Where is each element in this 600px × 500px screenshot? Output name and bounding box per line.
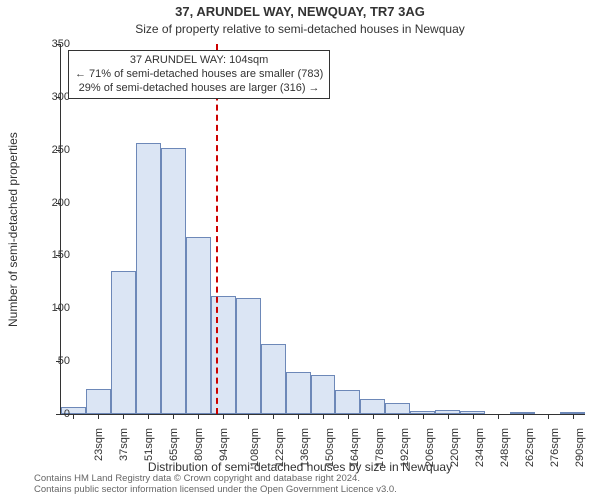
histogram-bar [286,372,311,414]
x-tick-label: 192sqm [399,428,411,467]
y-tick-label: 100 [52,302,70,314]
histogram-bar [211,296,236,414]
x-tick-label: 276sqm [549,428,561,467]
x-tick-label: 290sqm [574,428,586,467]
x-tick-label: 51sqm [143,428,155,461]
attribution-line2: Contains public sector information licen… [34,484,397,495]
x-tick-mark [123,414,124,419]
x-tick-mark [223,414,224,419]
histogram-bar [236,298,261,414]
x-tick-label: 136sqm [299,428,311,467]
x-tick-mark [248,414,249,419]
histogram-bar [360,399,385,414]
x-tick-mark [198,414,199,419]
x-tick-mark [173,414,174,419]
histogram-bar [385,403,410,414]
x-tick-mark [273,414,274,419]
histogram-bar [111,271,136,414]
annotation-line: 29% of semi-detached houses are larger (… [75,82,323,96]
x-tick-mark [498,414,499,419]
attribution-text: Contains HM Land Registry data © Crown c… [34,474,594,496]
x-tick-mark [98,414,99,419]
histogram-bar [136,143,161,414]
attribution-line1: Contains HM Land Registry data © Crown c… [34,473,360,484]
annotation-line: ← 71% of semi-detached houses are smalle… [75,68,323,82]
x-tick-label: 122sqm [274,428,286,467]
histogram-bar [186,237,211,414]
y-tick-label: 250 [52,144,70,156]
y-tick-label: 0 [64,408,70,420]
annotation-line: 37 ARUNDEL WAY: 104sqm [75,54,323,68]
x-tick-label: 150sqm [324,428,336,467]
x-tick-mark [73,414,74,419]
histogram-bar [261,344,286,414]
x-tick-label: 164sqm [349,428,361,467]
annotation-box: 37 ARUNDEL WAY: 104sqm← 71% of semi-deta… [68,50,330,99]
x-tick-mark [448,414,449,419]
x-tick-mark [323,414,324,419]
y-tick-label: 50 [58,355,70,367]
histogram-bar [311,375,336,414]
x-tick-mark [548,414,549,419]
x-tick-mark [398,414,399,419]
plot-area [60,44,585,415]
x-tick-label: 220sqm [449,428,461,467]
y-axis-label: Number of semi-detached properties [6,132,20,327]
chart-title: 37, ARUNDEL WAY, NEWQUAY, TR7 3AG [0,4,600,19]
chart-container: 37, ARUNDEL WAY, NEWQUAY, TR7 3AG Size o… [0,0,600,500]
x-tick-label: 206sqm [424,428,436,467]
histogram-bar [161,148,186,414]
x-tick-mark [298,414,299,419]
x-tick-label: 248sqm [499,428,511,467]
histogram-bar [86,389,111,414]
chart-subtitle: Size of property relative to semi-detach… [0,22,600,36]
reference-line [216,44,218,414]
x-tick-label: 108sqm [249,428,261,467]
y-tick-label: 350 [52,38,70,50]
x-tick-mark [473,414,474,419]
y-tick-mark [56,414,61,415]
x-tick-mark [348,414,349,419]
x-tick-label: 178sqm [374,428,386,467]
x-tick-mark [573,414,574,419]
x-tick-label: 23sqm [94,428,106,461]
x-tick-label: 262sqm [524,428,536,467]
x-tick-mark [423,414,424,419]
x-tick-mark [148,414,149,419]
x-tick-label: 65sqm [168,428,180,461]
x-tick-mark [373,414,374,419]
x-tick-label: 80sqm [193,428,205,461]
x-tick-label: 234sqm [474,428,486,467]
y-tick-label: 200 [52,197,70,209]
histogram-bar [335,390,360,414]
y-tick-label: 150 [52,249,70,261]
x-tick-label: 94sqm [218,428,230,461]
x-tick-label: 37sqm [118,428,130,461]
x-tick-mark [523,414,524,419]
